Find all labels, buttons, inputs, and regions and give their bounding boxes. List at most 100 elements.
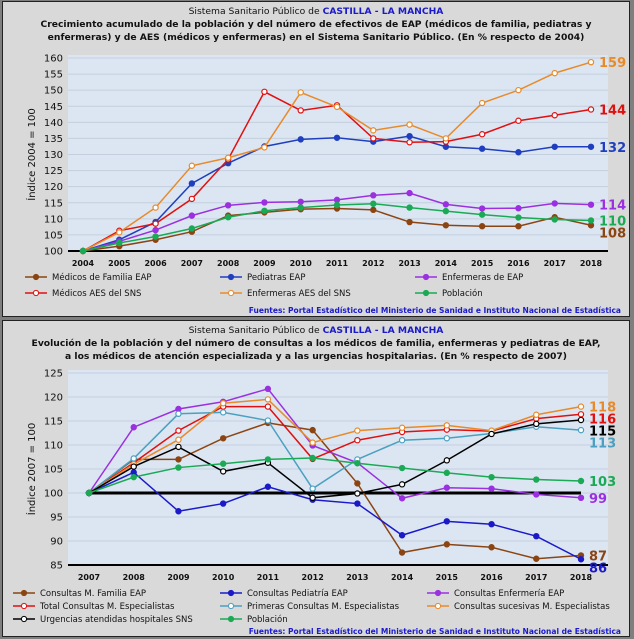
data-point bbox=[587, 58, 595, 66]
data-point bbox=[130, 463, 137, 470]
data-point bbox=[370, 206, 377, 214]
legend-entry: Población bbox=[247, 614, 288, 625]
data-point bbox=[219, 500, 227, 507]
data-point bbox=[442, 201, 450, 208]
x-tick-label: 2014 bbox=[435, 259, 458, 268]
data-point bbox=[219, 460, 227, 467]
legend-entry: Total Consultas M. Especialistas bbox=[39, 602, 175, 612]
legend-entry: Médicos de Familia EAP bbox=[52, 272, 152, 283]
legend-entry: Consultas sucesivas M. Especialistas bbox=[454, 602, 610, 612]
top-chart: 100 105 110 115 120 125 130 135 140 145 150 155 160 2… bbox=[25, 54, 626, 299]
source-note: Fuentes: Portal Estadístico del Minister… bbox=[248, 306, 621, 315]
series-line bbox=[88, 457, 582, 494]
y-tick-label: 110 bbox=[44, 214, 63, 225]
title-line2: Evolución de la población y del número d… bbox=[31, 338, 601, 349]
data-point bbox=[188, 212, 196, 219]
data-point bbox=[587, 217, 595, 224]
data-point bbox=[577, 411, 585, 418]
y-tick-label: 120 bbox=[44, 182, 63, 193]
data-point bbox=[333, 201, 341, 209]
data-point bbox=[533, 555, 540, 562]
data-point bbox=[264, 403, 272, 410]
data-point bbox=[398, 481, 406, 488]
data-point bbox=[219, 400, 227, 407]
data-point bbox=[587, 201, 595, 208]
end-label: 86 bbox=[589, 561, 607, 576]
series-line bbox=[88, 422, 582, 560]
data-point bbox=[515, 86, 522, 94]
legend-entry: Consultas Pediatría EAP bbox=[247, 589, 348, 599]
x-tick-label: 2005 bbox=[108, 259, 131, 268]
legend-entry: Consultas M. Familia EAP bbox=[40, 589, 146, 599]
end-label: 103 bbox=[589, 475, 616, 490]
series-line bbox=[88, 471, 582, 560]
data-point bbox=[370, 200, 377, 207]
data-point bbox=[577, 477, 585, 485]
legend-marker bbox=[227, 289, 235, 297]
x-tick-label: 2004 bbox=[72, 259, 95, 268]
data-point bbox=[398, 532, 406, 539]
y-tick-label: 100 bbox=[44, 489, 63, 500]
data-point bbox=[175, 436, 182, 443]
y-tick-label: 140 bbox=[44, 118, 63, 129]
data-point bbox=[406, 204, 413, 211]
data-point bbox=[175, 427, 182, 434]
data-point bbox=[398, 436, 406, 444]
data-point bbox=[175, 410, 182, 418]
data-point bbox=[297, 136, 304, 143]
y-tick-label: 160 bbox=[44, 54, 63, 65]
data-point bbox=[333, 103, 341, 111]
legend-entry: Enfermeras de EAP bbox=[442, 273, 523, 283]
legend-entry: Población bbox=[442, 288, 483, 299]
data-point bbox=[309, 494, 316, 501]
legend-marker bbox=[227, 602, 235, 610]
data-point bbox=[478, 131, 486, 138]
legend-marker bbox=[32, 273, 40, 281]
data-point bbox=[264, 396, 272, 403]
y-tick-label: 85 bbox=[50, 561, 63, 572]
data-point bbox=[587, 143, 595, 150]
y-tick-label: 95 bbox=[50, 513, 63, 524]
data-point bbox=[478, 205, 486, 212]
data-point bbox=[577, 403, 585, 410]
legend-marker bbox=[422, 273, 430, 281]
series-line bbox=[88, 387, 582, 500]
x-tick-label: 2013 bbox=[398, 259, 420, 268]
legend-marker bbox=[227, 615, 235, 623]
data-point bbox=[297, 198, 304, 205]
data-point bbox=[370, 127, 377, 134]
x-tick-label: 2012 bbox=[362, 259, 384, 268]
data-point bbox=[264, 483, 272, 490]
y-tick-label: 105 bbox=[44, 230, 63, 241]
data-point bbox=[443, 457, 451, 464]
data-point bbox=[533, 476, 540, 483]
top-chart-title: Sistema Sanitario Público de CASTILLA - … bbox=[3, 5, 629, 44]
data-point bbox=[488, 485, 495, 492]
x-tick-label: 2016 bbox=[507, 259, 530, 268]
title-prefix: Sistema Sanitario Público de bbox=[188, 6, 323, 17]
data-point bbox=[442, 222, 450, 229]
data-point bbox=[333, 196, 341, 204]
x-tick-label: 2009 bbox=[167, 573, 190, 582]
plot-area bbox=[68, 370, 608, 565]
data-point bbox=[515, 223, 522, 230]
data-point bbox=[443, 469, 451, 477]
legend-marker bbox=[434, 589, 442, 597]
x-tick-label: 2012 bbox=[302, 573, 324, 582]
x-tick-label: 2018 bbox=[570, 573, 593, 582]
data-point bbox=[188, 180, 196, 187]
data-point bbox=[79, 247, 87, 255]
data-point bbox=[224, 214, 232, 221]
end-label: 113 bbox=[589, 437, 616, 452]
data-point bbox=[116, 229, 123, 236]
data-point bbox=[309, 454, 316, 462]
x-tick-label: 2017 bbox=[544, 259, 566, 268]
data-point bbox=[443, 541, 451, 548]
x-tick-label: 2015 bbox=[471, 259, 494, 268]
title-region: CASTILLA - LA MANCHA bbox=[322, 6, 444, 17]
data-point bbox=[175, 456, 182, 463]
data-point bbox=[551, 69, 558, 77]
data-point bbox=[370, 192, 377, 199]
data-point bbox=[478, 99, 486, 107]
data-point bbox=[515, 149, 522, 156]
